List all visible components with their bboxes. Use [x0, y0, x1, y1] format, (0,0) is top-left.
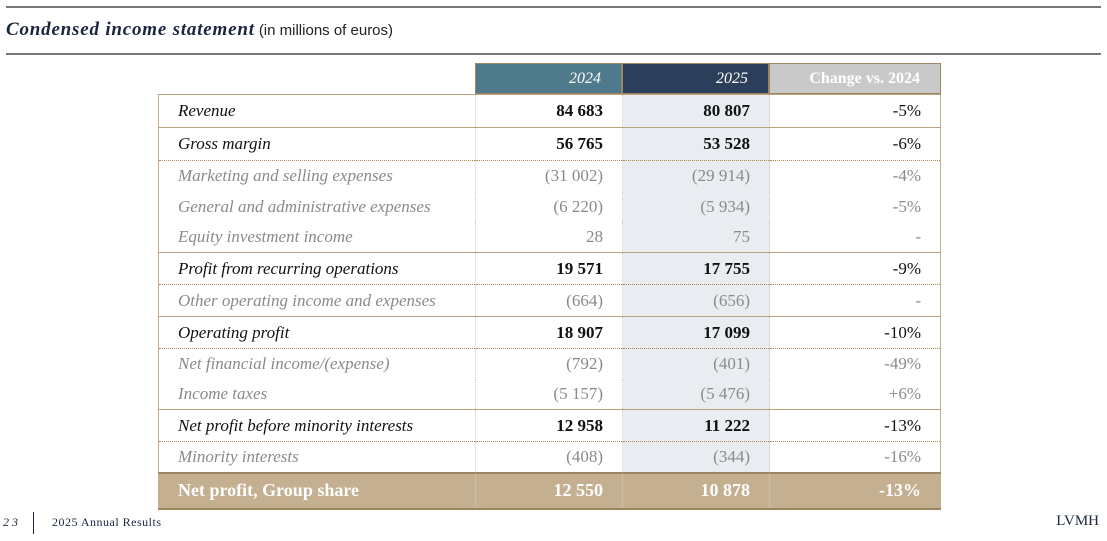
value-change: -4% — [769, 160, 941, 192]
value-2024: 28 — [475, 221, 623, 253]
title-rule — [6, 53, 1101, 55]
table-row: Marketing and selling expenses (31 002) (2… — [158, 160, 941, 192]
value-2025: 17 099 — [622, 316, 770, 349]
title-unit: (in millions of euros) — [258, 22, 394, 39]
table-row: Profit from recurring operations 19 571 17… — [158, 252, 941, 285]
value-2025: (5 934) — [622, 191, 770, 222]
footer-divider — [33, 512, 34, 534]
value-2024: (664) — [475, 284, 623, 317]
page-title: Condensed income statement (in millions o… — [6, 19, 393, 41]
value-2024: 12 958 — [475, 409, 623, 442]
table-row: Gross margin 56 765 53 528 -6% — [158, 127, 941, 161]
row-label: General and administrative expenses — [178, 196, 431, 216]
table-row: Revenue 84 683 80 807 -5% — [158, 94, 941, 128]
table-row: General and administrative expenses (6 22… — [159, 191, 941, 222]
title-text: Condensed income statement — [6, 19, 255, 40]
value-2025: (5 476) — [622, 379, 770, 410]
table-row: Minority interests (408) (344) -16% — [158, 441, 941, 473]
table-header: 2024 2025 Change vs. 2024 — [475, 63, 941, 94]
value-change: -6% — [769, 127, 941, 161]
row-label: Marketing and selling expenses — [158, 160, 476, 192]
footer-brand: LVMH — [1056, 513, 1099, 529]
value-2025: (29 914) — [622, 160, 770, 192]
top-rule — [6, 6, 1101, 8]
table-row: Income taxes (5 157) (5 476) +6% — [159, 379, 941, 410]
table-row: Equity investment income 28 75- — [159, 221, 941, 253]
value-change: -5% — [769, 94, 941, 128]
value-change: -5% — [769, 191, 941, 222]
value-2024: 56 765 — [475, 127, 623, 161]
value-change: - — [769, 221, 941, 253]
col-2024: 2024 — [475, 63, 622, 94]
row-label: Operating profit — [158, 316, 476, 349]
row-label: Gross margin — [158, 127, 476, 161]
value-2025: (344) — [622, 441, 770, 473]
value-2024: 84 683 — [475, 94, 623, 128]
value-change: -9% — [769, 252, 941, 285]
value-2025: 80 807 — [622, 94, 770, 128]
value-2024: 18 907 — [475, 316, 623, 349]
value-change: -16% — [769, 441, 941, 473]
value-2025: (401) — [622, 348, 770, 380]
page-number: 23 — [3, 515, 21, 529]
value-change: -49% — [769, 348, 941, 380]
row-label: Profit from recurring operations — [158, 252, 476, 285]
value-2025: (656) — [622, 284, 770, 317]
value-2025: 17 755 — [622, 252, 770, 285]
value-2024: 12 550 — [475, 471, 623, 510]
row-label: Revenue — [158, 94, 476, 128]
value-change: -13% — [769, 409, 941, 442]
value-2024: (792) — [475, 348, 623, 380]
value-2025: 53 528 — [622, 127, 770, 161]
row-label: Equity investment income — [178, 226, 353, 246]
value-change: -13% — [769, 471, 941, 510]
value-2024: (31 002) — [475, 160, 623, 192]
table-row: Net profit, Group share 12 550 10 878 -13% — [158, 471, 941, 510]
table-row: Net profit before minority interests 12 9… — [158, 409, 941, 442]
value-2024: (6 220) — [475, 191, 623, 222]
value-2025: 75 — [622, 221, 770, 253]
col-change: Change vs. 2024 — [769, 63, 941, 94]
value-change: -10% — [769, 316, 941, 349]
table-row: Operating profit 18 907 17 099 -10% — [158, 316, 941, 349]
table-row: Net financial income/(expense) (792) (401)… — [158, 348, 941, 380]
value-change: - — [769, 284, 941, 317]
value-2025: 10 878 — [622, 471, 770, 510]
row-label: Net profit, Group share — [158, 471, 476, 510]
footer-doc: 2025 Annual Results — [52, 515, 162, 529]
income-table: Revenue 84 683 80 807 -5% Gross margin 56 765… — [158, 94, 941, 510]
row-label: Other operating income and expenses — [158, 284, 476, 317]
value-2024: 19 571 — [475, 252, 623, 285]
row-label: Net financial income/(expense) — [158, 348, 476, 380]
row-label: Income taxes — [178, 384, 268, 404]
row-label: Net profit before minority interests — [158, 409, 476, 442]
value-2025: 11 222 — [622, 409, 770, 442]
value-2024: (5 157) — [475, 379, 623, 410]
row-label: Minority interests — [158, 441, 476, 473]
value-change: +6% — [769, 379, 941, 410]
table-row: Other operating income and expenses (664)… — [158, 284, 941, 317]
col-2025: 2025 — [622, 63, 769, 94]
value-2024: (408) — [475, 441, 623, 473]
